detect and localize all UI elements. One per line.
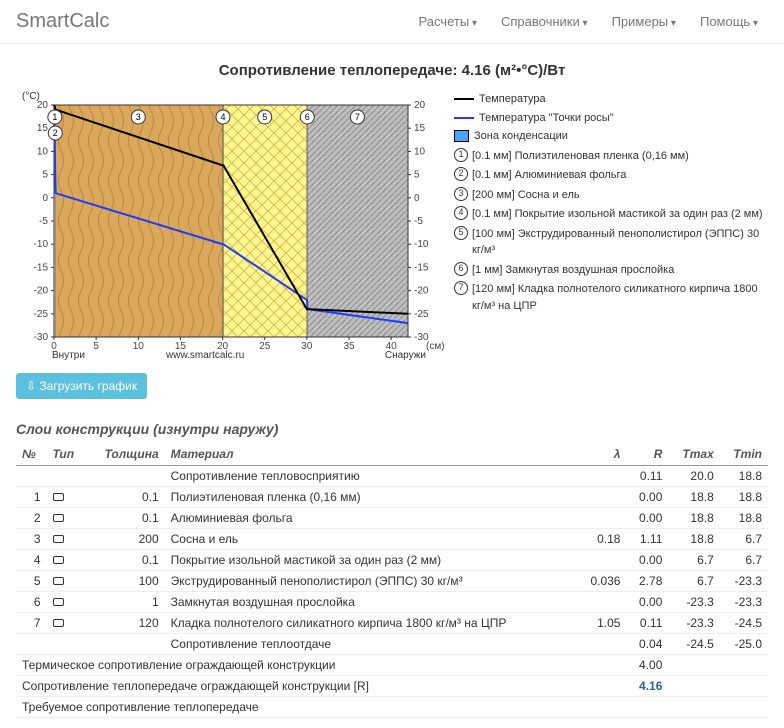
legend-temp: Температура bbox=[479, 91, 546, 108]
summary-row: Сопротивление теплопередаче ограждающей … bbox=[16, 676, 768, 697]
layers-table: №ТипТолщинаМатериалλRTmaxTmin Сопротивле… bbox=[16, 443, 768, 718]
load-chart-button[interactable]: ⇩ Загрузить график bbox=[16, 373, 147, 399]
svg-text:-5: -5 bbox=[39, 216, 48, 227]
layer-legend-item: 1[0.1 мм] Полиэтиленовая пленка (0,16 мм… bbox=[454, 148, 768, 165]
svg-text:2: 2 bbox=[53, 128, 58, 138]
table-row: 5100Экструдированный пенополистирол (ЭПП… bbox=[16, 571, 768, 592]
svg-text:-10: -10 bbox=[34, 239, 49, 250]
section-heading: Слои конструкции (изнутри наружу) bbox=[16, 421, 768, 437]
dew-line-icon bbox=[454, 117, 474, 119]
layer-legend-item: 4[0.1 мм] Покрытие изольной мастикой за … bbox=[454, 206, 768, 223]
svg-text:-10: -10 bbox=[414, 239, 429, 250]
layer-legend-item: 6[1 мм] Замкнутая воздушная прослойка bbox=[454, 262, 768, 279]
brand[interactable]: SmartCalc bbox=[16, 10, 109, 33]
nav-link[interactable]: Справочники bbox=[491, 8, 598, 35]
svg-text:(см): (см) bbox=[426, 341, 445, 352]
svg-text:10: 10 bbox=[37, 146, 49, 157]
nav-link[interactable]: Помощь bbox=[690, 8, 768, 35]
svg-text:5: 5 bbox=[93, 341, 99, 352]
svg-text:15: 15 bbox=[37, 123, 49, 134]
svg-text:-25: -25 bbox=[414, 309, 429, 320]
layer-legend-item: 5[100 мм] Экструдированный пенополистиро… bbox=[454, 226, 768, 259]
svg-text:10: 10 bbox=[133, 341, 145, 352]
svg-text:-25: -25 bbox=[34, 309, 49, 320]
svg-text:-20: -20 bbox=[34, 286, 49, 297]
svg-text:-30: -30 bbox=[34, 332, 49, 343]
svg-text:20: 20 bbox=[37, 100, 49, 111]
legend-cond: Зона конденсации bbox=[474, 128, 568, 145]
table-row: 3200Сосна и ель0.181.1118.86.7 bbox=[16, 529, 768, 550]
table-row: 61Замкнутая воздушная прослойка0.00-23.3… bbox=[16, 592, 768, 613]
svg-text:20: 20 bbox=[414, 100, 426, 111]
svg-text:5: 5 bbox=[414, 170, 420, 181]
nav-links: РасчетыСправочникиПримерыПомощь bbox=[408, 8, 768, 35]
svg-text:25: 25 bbox=[259, 341, 271, 352]
svg-text:3: 3 bbox=[136, 112, 141, 122]
svg-text:-15: -15 bbox=[34, 262, 49, 273]
navbar: SmartCalc РасчетыСправочникиПримерыПомощ… bbox=[0, 0, 784, 44]
table-row: 40.1Покрытие изольной мастикой за один р… bbox=[16, 550, 768, 571]
temp-line-icon bbox=[454, 98, 474, 100]
table-row: 10.1Полиэтиленовая пленка (0,16 мм)0.001… bbox=[16, 487, 768, 508]
nav-link[interactable]: Расчеты bbox=[408, 8, 487, 35]
svg-text:4: 4 bbox=[220, 112, 225, 122]
svg-text:30: 30 bbox=[301, 341, 313, 352]
svg-text:-15: -15 bbox=[414, 262, 429, 273]
table-row: 20.1Алюминиевая фольга0.0018.818.8 bbox=[16, 508, 768, 529]
layer-legend-item: 7[120 мм] Кладка полнотелого силикатного… bbox=[454, 281, 768, 314]
summary-row: Требуемое сопротивление теплопередаче bbox=[16, 697, 768, 718]
svg-text:6: 6 bbox=[305, 112, 310, 122]
chart-area: (°С) -30-30-25-25-20-20-15-15-10-10-5-50… bbox=[16, 91, 446, 361]
svg-text:0: 0 bbox=[414, 193, 420, 204]
legend-dew: Температура "Точки росы" bbox=[479, 110, 614, 127]
svg-text:0: 0 bbox=[42, 193, 48, 204]
svg-text:5: 5 bbox=[42, 170, 48, 181]
inside-label: Внутри bbox=[52, 350, 85, 361]
summary-row: Термическое сопротивление ограждающей ко… bbox=[16, 655, 768, 676]
svg-text:15: 15 bbox=[414, 123, 426, 134]
table-row: 7120Кладка полнотелого силикатного кирпи… bbox=[16, 613, 768, 634]
svg-text:-20: -20 bbox=[414, 286, 429, 297]
layer-legend-item: 3[200 мм] Сосна и ель bbox=[454, 187, 768, 204]
svg-text:7: 7 bbox=[355, 112, 360, 122]
svg-text:5: 5 bbox=[262, 112, 267, 122]
cond-box-icon bbox=[454, 130, 469, 142]
svg-text:10: 10 bbox=[414, 146, 426, 157]
svg-text:-5: -5 bbox=[414, 216, 423, 227]
layer-legend-item: 2[0.1 мм] Алюминиевая фольга bbox=[454, 167, 768, 184]
chart-legend: Температура Температура "Точки росы" Зон… bbox=[454, 91, 768, 361]
main-content: Сопротивление теплопередаче: 4.16 (м²•°С… bbox=[0, 44, 784, 728]
svg-text:1: 1 bbox=[52, 112, 57, 122]
chart-title: Сопротивление теплопередаче: 4.16 (м²•°С… bbox=[16, 62, 768, 79]
table-row: Сопротивление теплоотдаче0.04-24.5-25.0 bbox=[16, 634, 768, 655]
svg-text:35: 35 bbox=[343, 341, 355, 352]
table-row: Сопротивление тепловосприятию0.1120.018.… bbox=[16, 466, 768, 487]
outside-label: Снаружи bbox=[385, 350, 426, 361]
nav-link[interactable]: Примеры bbox=[602, 8, 686, 35]
site-label: www.smartcalc.ru bbox=[166, 350, 244, 361]
